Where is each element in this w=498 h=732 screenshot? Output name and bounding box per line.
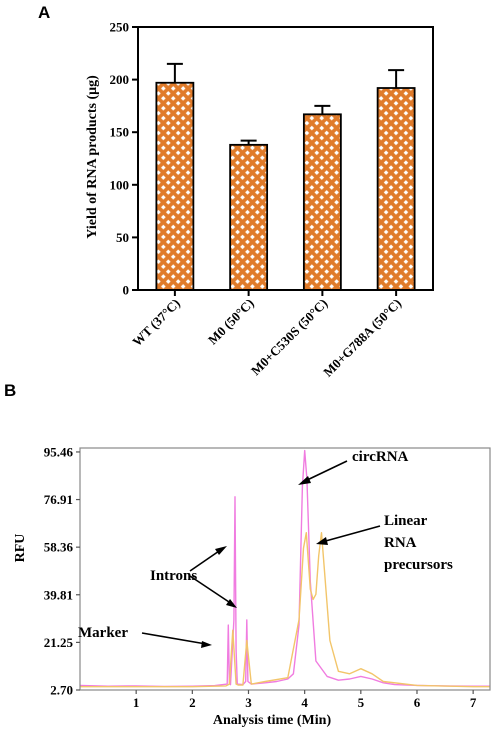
x-tick-label-b: 7 [470, 695, 477, 710]
annotation-circrna: circRNA [352, 449, 409, 465]
y-tick-label: 250 [110, 20, 130, 35]
arrow-circrna [302, 460, 348, 483]
arrow-marker [141, 632, 207, 645]
y-tick-label: 200 [110, 72, 130, 87]
annotation-marker: Marker [78, 625, 128, 641]
bar [376, 87, 416, 291]
arrow-linear [321, 525, 381, 543]
annotation-linear: Linear [384, 513, 428, 529]
y-tick-label: 150 [110, 125, 130, 140]
x-axis-title-b: Analysis time (Min) [213, 713, 332, 728]
x-tick-group: WT (37°C) M0 (50°C)M0+C530S (50°C)M0+G788… [129, 290, 404, 380]
y-tick-group: 0 50 100 150 200 250 [110, 20, 138, 298]
annotation-rna: RNA [384, 535, 417, 551]
annotation-introns: Introns [150, 568, 197, 584]
y-tick-label-b: 39.81 [44, 587, 73, 602]
bar [155, 81, 195, 291]
y-tick-label: 100 [110, 177, 130, 192]
trace-yellow [80, 532, 490, 688]
x-tick-label: M0 (50°C) [205, 296, 257, 348]
x-tick-label-b: 1 [133, 695, 140, 710]
y-tick-label-b: 2.70 [50, 683, 73, 698]
x-tick-label-b: 4 [301, 695, 308, 710]
electropherogram: 2.70 21.25 39.81 58.36 76.91 95.46 1 2 3 4 5 6 7 An… [13, 444, 491, 728]
arrow-circrna-head [298, 476, 311, 485]
y-tick-group-b: 2.70 21.25 39.81 58.36 76.91 95.46 [44, 444, 80, 698]
y-axis-title-b: RFU [13, 534, 28, 563]
plot-frame-b [79, 447, 491, 691]
x-tick-label-b: 2 [189, 695, 196, 710]
arrow-introns-lower-head [226, 599, 237, 608]
arrow-introns-upper-head [215, 546, 227, 555]
panel-a-label: A [38, 3, 50, 22]
bar [229, 143, 269, 291]
plot-frame [137, 26, 434, 291]
bar-chart: 0 50 100 150 200 250 WT (37°C) M0 (50°C)M0+C53… [85, 20, 434, 380]
x-tick-label-b: 5 [358, 695, 365, 710]
y-tick-label-b: 76.91 [44, 492, 73, 507]
bar [302, 113, 342, 291]
x-tick-label-b: 6 [414, 695, 421, 710]
x-tick-label-b: 3 [245, 695, 252, 710]
y-tick-label: 50 [116, 230, 129, 245]
x-tick-label: M0+C530S (50°C) [248, 296, 331, 379]
electropherogram-axes [79, 447, 491, 691]
x-tick-group-b: 1 2 3 4 5 6 7 [133, 690, 477, 710]
arrow-marker-head [201, 641, 212, 648]
y-axis-title: Yield of RNA products (μg) [85, 75, 100, 239]
trace-pink [79, 449, 490, 688]
y-tick-label-b: 95.46 [44, 444, 74, 459]
trace-group [79, 449, 490, 688]
error-bar-group [166, 62, 405, 145]
y-tick-label: 0 [123, 283, 130, 298]
x-tick-label: WT (37°C) [129, 296, 183, 350]
bar-chart-axes [137, 26, 434, 291]
arrow-linear-head [316, 537, 328, 545]
panel-b-label: B [4, 381, 16, 400]
y-tick-label-b: 58.36 [44, 540, 74, 555]
arrow-introns-lower [189, 575, 233, 605]
x-tick-label: M0+G788A (50°C) [320, 296, 404, 380]
annotation-precursors: precursors [384, 557, 453, 573]
bar-group [155, 81, 416, 291]
y-tick-label-b: 21.25 [44, 635, 74, 650]
arrow-introns-upper [189, 548, 223, 572]
